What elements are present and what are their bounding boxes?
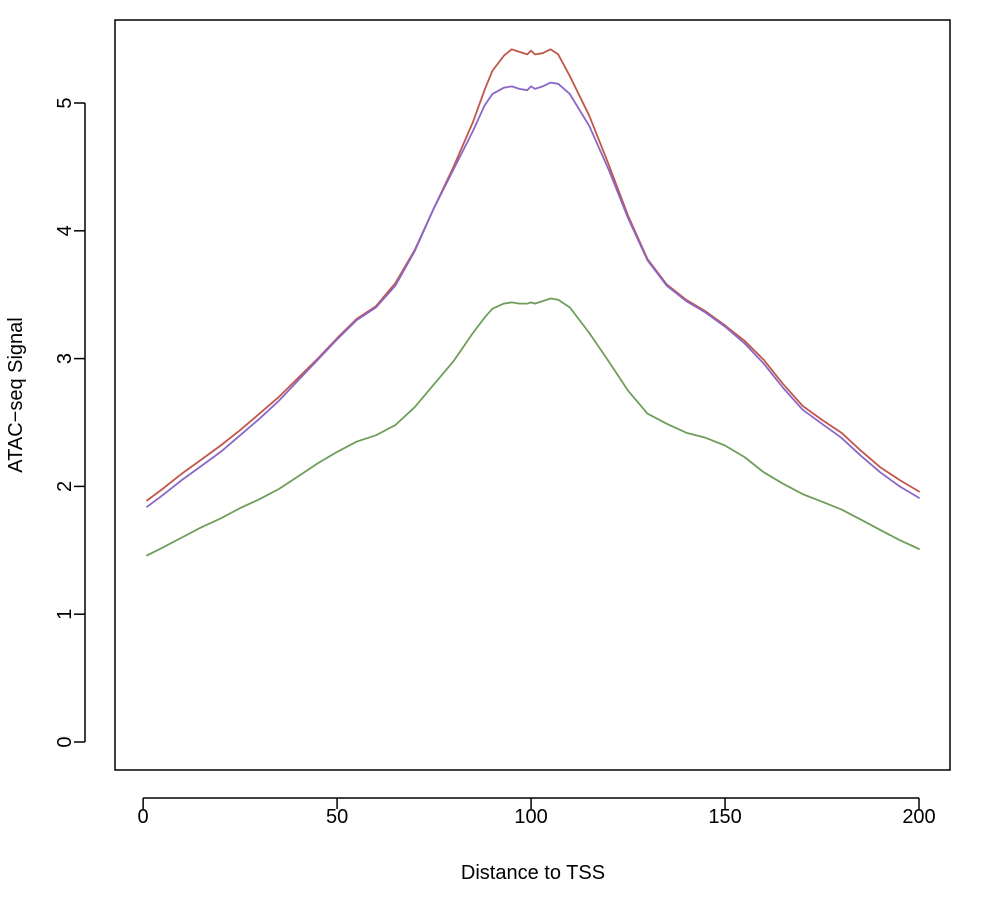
y-tick-label: 4 [54, 225, 76, 236]
y-tick-label: 5 [54, 97, 76, 108]
y-axis-title: ATAC−seq Signal [5, 317, 27, 472]
x-tick-label: 0 [138, 806, 149, 828]
y-tick-label: 0 [54, 736, 76, 747]
y-tick-label: 1 [54, 609, 76, 620]
plot-frame [114, 19, 951, 771]
y-tick-label: 2 [54, 481, 76, 492]
x-tick-label: 200 [902, 806, 935, 828]
series-line-purple [146, 81, 920, 508]
series-line-red [146, 48, 920, 502]
x-axis-title: Distance to TSS [461, 862, 605, 884]
x-tick-label: 50 [326, 806, 348, 828]
x-axis: 0 50 100 150 200 [138, 797, 936, 828]
series-line-green [146, 297, 920, 557]
series-layer [146, 48, 920, 557]
x-tick-label: 150 [708, 806, 741, 828]
x-tick-label: 100 [514, 806, 547, 828]
y-tick-label: 3 [54, 353, 76, 364]
y-axis: 0 1 2 3 4 5 [54, 97, 86, 748]
